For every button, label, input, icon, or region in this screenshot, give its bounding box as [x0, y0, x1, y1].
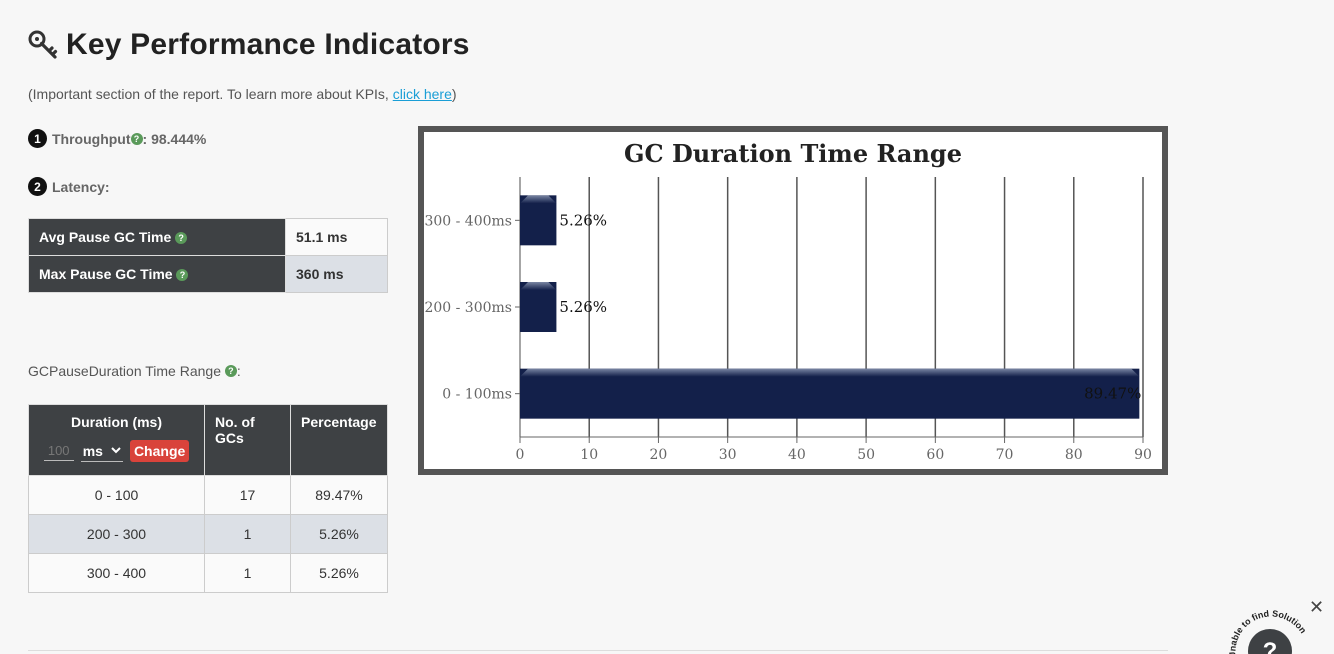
max-pause-value: 360 ms: [285, 255, 388, 293]
kpi-header: Key Performance Indicators: [28, 28, 470, 62]
y-tick-label: 300 - 400ms: [424, 213, 512, 229]
intro-text: (Important section of the report. To lea…: [28, 86, 457, 102]
intro-suffix: ): [451, 86, 457, 102]
kpi-help-link[interactable]: click here: [392, 86, 452, 102]
x-tick-label: 70: [996, 447, 1014, 463]
x-tick-label: 60: [926, 447, 944, 463]
table-row: 0 - 100 17 89.47%: [28, 475, 388, 515]
question-icon: Unable to find Solution ?: [1227, 608, 1308, 654]
help-icon[interactable]: ?: [130, 132, 143, 145]
data-label: 5.26%: [559, 298, 607, 316]
gc-duration-chart: GC Duration Time Range 0 10 20 30 40 50 60 70 80…: [418, 126, 1168, 475]
data-label: 5.26%: [559, 211, 607, 229]
throughput-label: Throughput: [52, 130, 131, 147]
gc-count-header: No. of GCs: [204, 404, 291, 476]
chevron-down-icon: [111, 447, 121, 454]
chart-title: GC Duration Time Range: [624, 139, 962, 168]
change-button[interactable]: Change: [129, 440, 190, 462]
percentage-cell: 5.26%: [290, 514, 388, 554]
data-label: 89.47%: [1084, 385, 1141, 403]
range-cell: 200 - 300: [28, 514, 205, 554]
x-tick-label: 40: [788, 447, 806, 463]
percentage-cell: 89.47%: [290, 475, 388, 515]
x-tick-label: 10: [580, 447, 598, 463]
chart-svg: GC Duration Time Range 0 10 20 30 40 50 60 70 80…: [424, 139, 1152, 463]
help-widget[interactable]: Unable to find Solution ?: [1226, 608, 1316, 654]
throughput-row: 1 Throughput ? : 98.444%: [28, 129, 206, 148]
help-icon[interactable]: ?: [224, 365, 237, 377]
x-tick-label: 90: [1134, 447, 1152, 463]
latency-label: Latency:: [52, 178, 110, 195]
key-icon: [28, 30, 58, 59]
x-tick-label: 0: [516, 447, 525, 463]
number-badge: 1: [28, 129, 47, 148]
duration-header: Duration (ms) ms Change: [28, 404, 205, 476]
bar: [520, 195, 557, 246]
divider: [28, 650, 1168, 651]
help-icon[interactable]: ?: [175, 232, 188, 245]
y-tick-label: 0 - 100ms: [442, 387, 512, 403]
avg-pause-value: 51.1 ms: [285, 218, 388, 256]
max-pause-label: Max Pause GC Time ?: [28, 255, 286, 293]
bar-bevel: [520, 195, 557, 204]
percentage-header: Percentage: [290, 404, 388, 476]
avg-pause-label: Avg Pause GC Time ?: [28, 218, 286, 256]
help-icon[interactable]: ?: [176, 269, 189, 282]
help-widget-glyph: ?: [1263, 638, 1278, 654]
table-row: Max Pause GC Time ? 360 ms: [28, 255, 388, 293]
table-row: Avg Pause GC Time ? 51.1 ms: [28, 218, 388, 256]
number-badge: 2: [28, 177, 47, 196]
bar-bevel: [520, 282, 557, 290]
x-tick-label: 50: [857, 447, 875, 463]
table-row: 200 - 300 1 5.26%: [28, 514, 388, 554]
y-tick-label: 200 - 300ms: [424, 300, 512, 316]
page-title: Key Performance Indicators: [66, 28, 470, 61]
percentage-cell: 5.26%: [290, 553, 388, 593]
x-tick-label: 20: [650, 447, 668, 463]
pause-time-table: Avg Pause GC Time ? 51.1 ms Max Pause GC…: [28, 218, 388, 293]
range-section-label: GCPauseDuration Time Range ?:: [28, 363, 241, 379]
bar: [520, 368, 1140, 419]
bar: [520, 282, 557, 332]
latency-row: 2 Latency:: [28, 177, 110, 196]
unit-select[interactable]: ms: [80, 441, 123, 462]
bar-bevel: [520, 368, 1140, 377]
duration-interval-input[interactable]: [43, 441, 74, 461]
close-icon[interactable]: ✕: [1309, 597, 1325, 617]
x-tick-label: 30: [719, 447, 737, 463]
duration-range-table: Duration (ms) ms Change No. of GCs Perce…: [28, 404, 388, 593]
intro-prefix: (Important section of the report. To lea…: [28, 86, 393, 102]
range-cell: 300 - 400: [28, 553, 205, 593]
count-cell: 17: [204, 475, 291, 515]
throughput-value: : 98.444%: [142, 130, 207, 147]
table-header-row: Duration (ms) ms Change No. of GCs Perce…: [28, 404, 388, 476]
count-cell: 1: [204, 553, 291, 593]
x-tick-label: 80: [1065, 447, 1083, 463]
count-cell: 1: [204, 514, 291, 554]
table-row: 300 - 400 1 5.26%: [28, 553, 388, 593]
range-cell: 0 - 100: [28, 475, 205, 515]
